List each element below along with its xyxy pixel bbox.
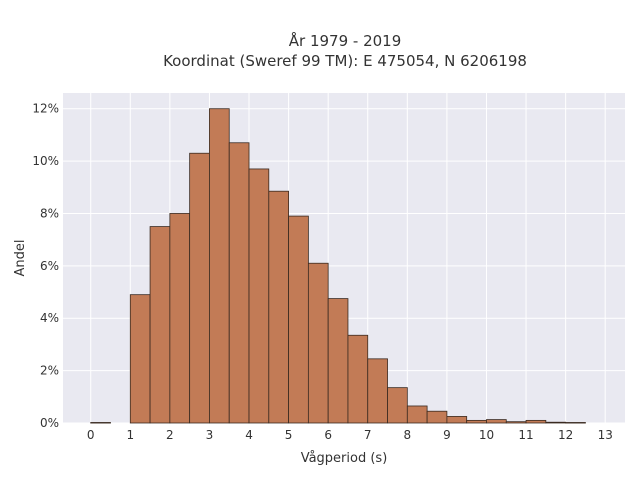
y-tick-label: 0% — [40, 416, 59, 430]
x-tick-label: 12 — [558, 428, 573, 442]
chart-title-line1: År 1979 - 2019 — [289, 31, 402, 50]
x-tick-label: 0 — [87, 428, 95, 442]
histogram-bar — [248, 168, 270, 424]
x-tick-label: 1 — [126, 428, 134, 442]
histogram-bar — [387, 387, 408, 424]
histogram-bar — [268, 190, 289, 424]
histogram-bar — [90, 422, 111, 424]
histogram-bar — [367, 358, 388, 424]
x-axis-ticks: 0 1 2 3 4 5 6 7 8 9 10 11 12 13 — [87, 428, 613, 442]
histogram-bar — [129, 294, 151, 424]
histogram-bar — [525, 419, 547, 424]
chart-title-line2: Koordinat (Sweref 99 TM): E 475054, N 62… — [163, 52, 527, 70]
histogram-bar — [307, 262, 329, 424]
x-tick-label: 5 — [285, 428, 293, 442]
histogram-bar — [406, 405, 428, 424]
x-tick-label: 8 — [404, 428, 412, 442]
histogram-bar — [189, 152, 210, 424]
histogram-bar — [169, 213, 191, 424]
y-tick-label: 8% — [40, 206, 59, 220]
x-tick-label: 2 — [166, 428, 174, 442]
histogram-bar — [545, 421, 567, 424]
y-axis-ticks: 0% 2% 4% 6% 8% 10% 12% — [32, 102, 59, 430]
histogram-bar — [446, 416, 468, 424]
histogram-bar — [149, 226, 171, 424]
x-tick-label: 7 — [364, 428, 372, 442]
x-tick-label: 10 — [479, 428, 494, 442]
y-axis-label: Andel — [13, 240, 28, 277]
histogram-bar — [347, 334, 369, 424]
histogram-bar — [327, 298, 349, 424]
y-tick-label: 10% — [32, 154, 59, 168]
x-tick-label: 9 — [443, 428, 451, 442]
histogram-bar — [228, 142, 250, 424]
histogram-bar — [486, 419, 507, 424]
y-tick-label: 6% — [40, 259, 59, 273]
x-tick-label: 13 — [598, 428, 613, 442]
histogram-bar — [466, 419, 487, 424]
histogram-bar — [209, 108, 230, 424]
histogram-bar — [426, 410, 448, 424]
x-tick-label: 6 — [324, 428, 332, 442]
y-tick-label: 2% — [40, 364, 59, 378]
x-tick-label: 4 — [245, 428, 253, 442]
x-axis-label: Vågperiod (s) — [301, 451, 388, 466]
y-tick-label: 4% — [40, 311, 59, 325]
x-tick-label: 11 — [518, 428, 533, 442]
y-tick-label: 12% — [32, 102, 59, 116]
histogram-bar — [505, 421, 527, 424]
histogram-bar — [565, 422, 586, 424]
histogram-bars — [90, 108, 586, 424]
x-tick-label: 3 — [206, 428, 214, 442]
histogram-bar — [288, 215, 309, 424]
